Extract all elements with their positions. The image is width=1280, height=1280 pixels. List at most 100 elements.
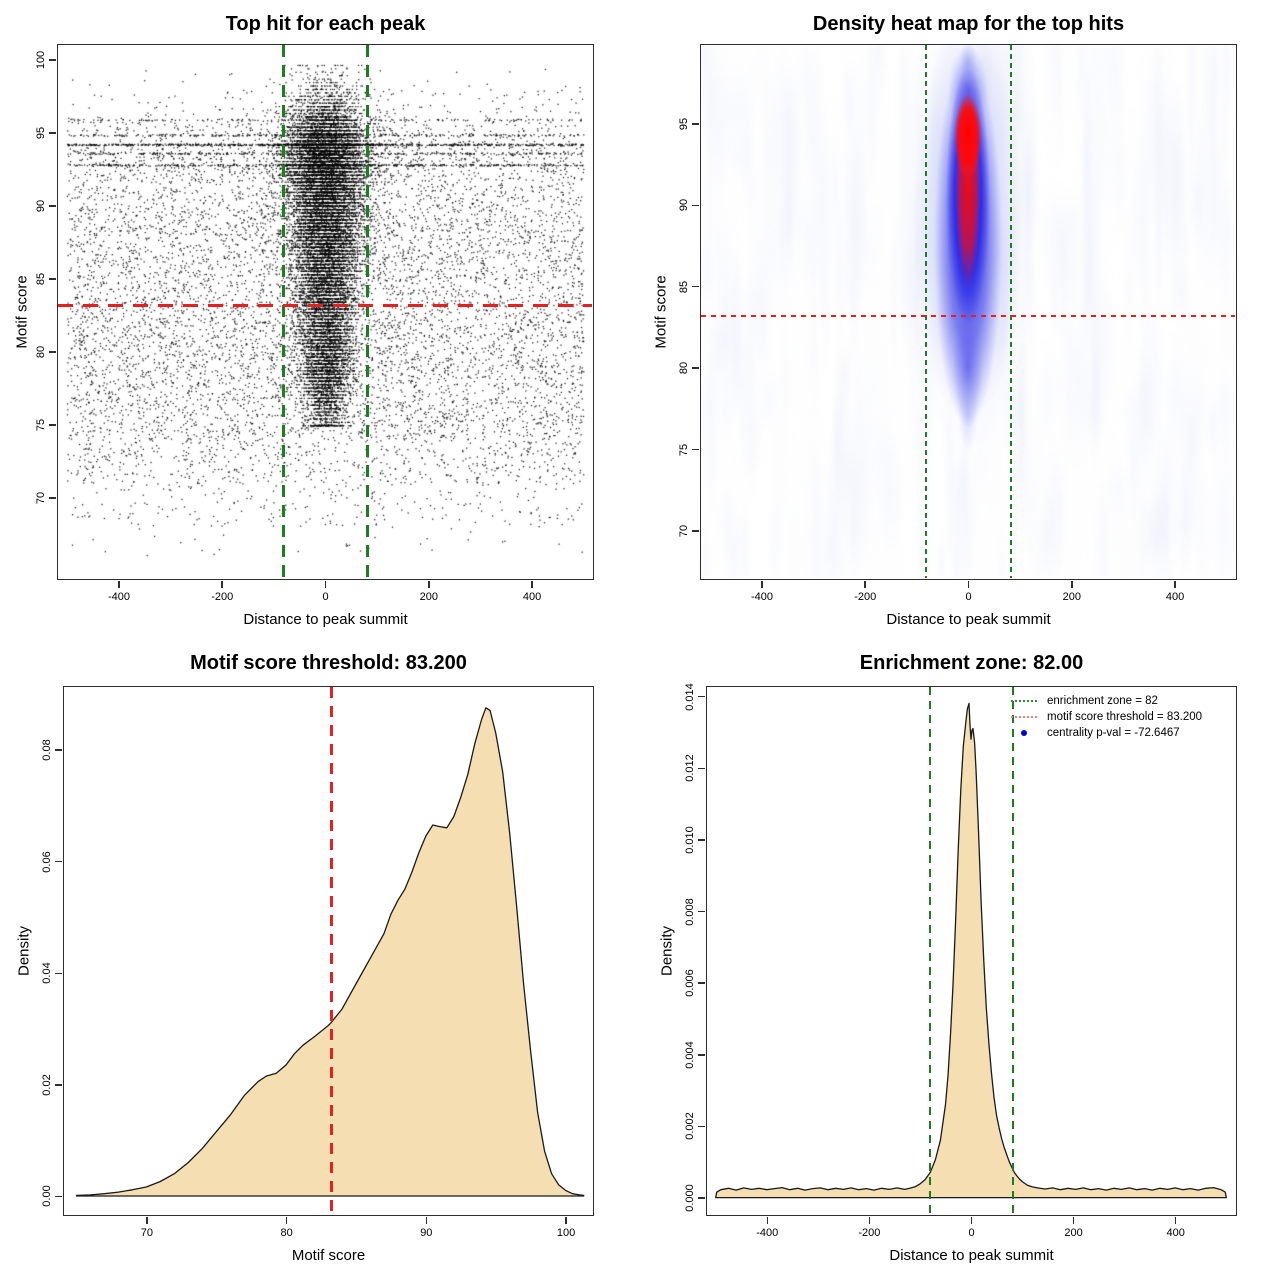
x-tick-label: 400 [1166, 1227, 1185, 1239]
y-tick-label: 0.012 [684, 754, 696, 783]
y-axis-tick [692, 530, 699, 532]
motif-threshold-dotted-line-icon [1011, 715, 1037, 718]
y-axis-tick [55, 972, 62, 975]
x-tick-label: -400 [750, 591, 773, 603]
y-tick-label: 0.08 [41, 739, 53, 761]
x-tick-label: 100 [556, 1227, 576, 1239]
x-axis-tick [531, 581, 533, 588]
y-tick-label: 90 [35, 199, 47, 213]
y-tick-label: 0.004 [684, 1041, 696, 1069]
legend-label: motif score threshold = 83.200 [1047, 710, 1203, 723]
score-density-yaxis-label: Density [15, 925, 33, 977]
x-tick-label: 0 [968, 1227, 975, 1239]
y-axis-tick [698, 910, 705, 913]
summit-density-xaxis-label: Distance to peak summit [889, 1247, 1054, 1264]
summit-density-curve [715, 702, 1227, 1199]
y-axis-tick [49, 351, 56, 353]
legend-item-motif-threshold: motif score threshold = 83.200 [1009, 709, 1202, 724]
heatmap-panel-title: Density heat map for the top hits [812, 13, 1125, 35]
score-density-xaxis-label: Motif score [291, 1247, 366, 1264]
y-tick-label: 0.006 [684, 969, 696, 997]
x-tick-label: 90 [420, 1227, 433, 1239]
y-tick-label: 0.02 [41, 1074, 53, 1096]
y-axis-tick [692, 123, 699, 125]
x-axis-tick [967, 581, 970, 588]
x-tick-label: 400 [522, 591, 542, 603]
x-axis-tick [425, 1217, 428, 1224]
legend: enrichment zone = 82 motif score thresho… [1009, 693, 1202, 740]
y-axis-tick [698, 1197, 705, 1199]
enrichment-zone-line-right [1012, 687, 1015, 1214]
legend-label: enrichment zone = 82 [1047, 694, 1158, 707]
x-axis-tick [766, 1217, 769, 1224]
y-tick-label: 0.000 [684, 1184, 696, 1212]
y-tick-label: 0.002 [684, 1112, 696, 1141]
x-axis-tick [864, 581, 866, 588]
y-tick-label: 70 [35, 492, 47, 505]
enrichment-zone-line-right [366, 45, 370, 578]
x-axis-tick [1174, 581, 1176, 588]
y-axis-tick [692, 285, 699, 288]
summit-density-panel-title: Enrichment zone: 82.00 [859, 652, 1084, 674]
y-tick-label: 95 [35, 126, 47, 140]
x-axis-tick [1071, 581, 1073, 588]
y-tick-label: 0.04 [41, 962, 53, 985]
legend-item-centrality-pval: centrality p-val = -72.6467 [1009, 725, 1202, 740]
x-axis-tick [146, 1217, 148, 1224]
y-axis-tick [55, 1084, 62, 1086]
motif-threshold-line [329, 687, 333, 1214]
x-axis-tick [1072, 1217, 1075, 1224]
x-tick-label: 0 [322, 591, 329, 603]
y-tick-label: 80 [35, 346, 47, 359]
y-axis-tick [55, 860, 62, 863]
score-density-curve [75, 707, 585, 1197]
legend-item-enrichment-zone: enrichment zone = 82 [1009, 693, 1202, 708]
x-axis-tick [324, 581, 327, 588]
scatter-yaxis-label: Motif score [13, 275, 31, 349]
y-axis-tick [49, 59, 56, 61]
enrichment-zone-dotted-line-icon [1011, 699, 1037, 702]
x-axis-tick [285, 1217, 288, 1224]
heatmap-xaxis-label: Distance to peak summit [886, 611, 1051, 628]
x-tick-label: 200 [1062, 591, 1081, 603]
x-axis-tick [868, 1217, 871, 1224]
x-axis-tick [428, 581, 430, 588]
heatmap-plot-area [700, 44, 1237, 580]
heatmap-yaxis-label: Motif score [652, 275, 670, 349]
y-axis-tick [55, 749, 62, 751]
y-axis-tick [49, 424, 56, 426]
y-axis-tick [49, 132, 56, 134]
x-tick-label: 0 [965, 591, 972, 603]
x-axis-tick [970, 1217, 973, 1224]
density-heatmap-canvas [701, 45, 1235, 578]
y-tick-label: 80 [678, 362, 690, 375]
x-tick-label: -200 [858, 1227, 881, 1239]
y-axis-tick [55, 1195, 62, 1198]
enrichment-zone-line-right [1010, 45, 1012, 578]
y-tick-label: 0.014 [684, 682, 696, 711]
scatter-points-canvas [58, 45, 592, 578]
y-axis-tick [698, 982, 705, 984]
summit-density-plot-area: enrichment zone = 82 motif score thresho… [706, 686, 1237, 1216]
y-tick-label: 85 [678, 280, 690, 293]
x-axis-tick [761, 581, 763, 588]
y-axis-tick [49, 205, 56, 207]
x-axis-tick [221, 581, 223, 588]
score-density-plot-area [63, 686, 594, 1216]
y-axis-tick [698, 839, 705, 841]
x-tick-label: 200 [1064, 1227, 1083, 1239]
y-axis-tick [698, 1054, 705, 1056]
y-tick-label: 90 [678, 199, 690, 212]
y-axis-tick [698, 767, 705, 770]
y-tick-label: 75 [678, 443, 690, 456]
y-tick-label: 95 [678, 117, 690, 130]
summit-density-yaxis-label: Density [658, 925, 676, 977]
x-tick-label: 200 [419, 591, 438, 603]
y-axis-tick [698, 695, 705, 698]
y-axis-tick [692, 367, 699, 369]
y-tick-label: 0.06 [41, 851, 53, 873]
enrichment-zone-line-left [281, 45, 285, 578]
y-tick-label: 85 [35, 273, 47, 286]
y-axis-tick [49, 497, 56, 499]
